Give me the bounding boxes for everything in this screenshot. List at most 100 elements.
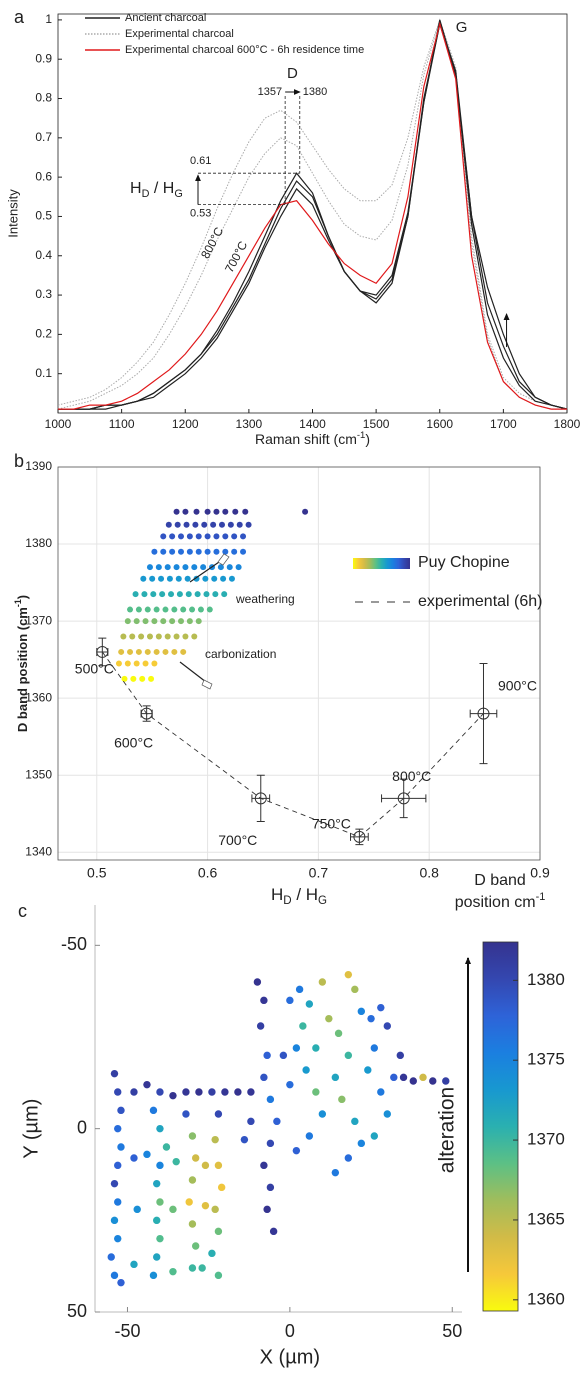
data-point [156,1124,164,1133]
data-point [260,996,268,1005]
y-tick-label: 0.5 [35,209,52,223]
data-point [214,1271,223,1280]
text-part: -1 [357,430,365,441]
data-point [236,521,243,528]
data-point [169,1091,177,1100]
data-point [227,521,234,528]
data-point [191,1242,200,1250]
data-point [279,1051,288,1060]
data-point [409,1077,417,1085]
data-point [175,575,182,582]
data-point [189,606,196,613]
y-tick-label: 1 [45,12,52,26]
data-point [302,1066,310,1074]
data-point [370,1132,379,1140]
data-point [195,533,202,540]
y-tick-label: 1390 [25,459,52,473]
data-point [396,1051,404,1060]
plot-frame [57,466,541,861]
data-point [367,1014,375,1023]
data-point [184,575,191,582]
data-point [158,575,165,582]
data-point [254,792,267,805]
colorbar-title: D band [474,872,526,889]
point-label: 600°C [114,734,153,750]
data-point [263,1051,271,1060]
text-part: ) [365,431,370,447]
data-point [107,1253,115,1261]
data-point [191,1154,200,1162]
x-tick-label: 1700 [490,417,517,431]
y-tick-label: 50 [67,1301,87,1321]
data-point [214,1161,223,1170]
data-point [160,618,167,625]
data-point [140,707,153,720]
spectrum-line [58,21,567,410]
data-point [292,1044,301,1052]
data-point [222,508,229,515]
data-point [203,591,210,598]
data-point [169,1205,177,1214]
point-label: 700°C [218,832,257,848]
data-point [217,564,224,571]
y-tick-label: 0.9 [35,51,52,65]
data-point [156,1088,164,1096]
data-point [318,978,327,986]
data-point [242,508,249,515]
data-point [195,618,202,625]
annotation-line [189,559,223,583]
data-point [263,1205,271,1214]
text-part: G [174,188,182,200]
annotation-label: 1357 [258,86,282,98]
data-point [312,1088,320,1096]
text-part: Raman shift (cm [255,431,357,447]
data-point [155,564,162,571]
y-tick-label: 0.3 [35,287,52,301]
data-point [149,575,156,582]
y-axis-label: D band position (cm-1) [13,595,30,732]
data-point [220,575,227,582]
data-point [334,1029,343,1038]
data-point [201,1201,210,1210]
y-tick-label: 1380 [25,536,52,550]
data-point [213,533,220,540]
data-point [212,591,219,598]
data-point [211,575,218,582]
data-point [266,1095,275,1104]
data-point [164,633,171,640]
data-point [185,591,192,598]
data-point [208,1088,216,1096]
annotation-label: carbonization [205,647,276,661]
data-point [210,521,217,528]
y-tick-label: 0.8 [35,91,52,105]
data-point [260,1161,268,1170]
data-point [213,508,220,515]
x-tick-label: 1300 [236,417,263,431]
data-point [153,1253,161,1261]
y-tick-label: 0.7 [35,130,52,144]
y-tick-label: 0 [77,1117,87,1137]
data-point [235,564,242,571]
data-point [338,1095,346,1104]
temperature-label: 700°C [222,238,250,274]
data-point [202,575,209,582]
data-point [176,591,183,598]
x-tick-label: 0.6 [198,865,218,881]
data-point [135,648,142,655]
data-point [192,521,199,528]
data-point [228,575,235,582]
data-point [292,1146,301,1155]
data-point [130,1154,138,1162]
data-point [195,1088,203,1096]
data-point [353,830,366,843]
data-point [142,618,149,625]
data-point [222,533,229,540]
data-point [168,591,175,598]
data-point [201,521,208,528]
x-tick-label: 0.9 [530,865,550,881]
panel-letter: a [14,7,25,27]
data-point [133,660,140,667]
data-point [214,1227,223,1236]
data-point [186,533,193,540]
error-bar-x [469,709,498,718]
